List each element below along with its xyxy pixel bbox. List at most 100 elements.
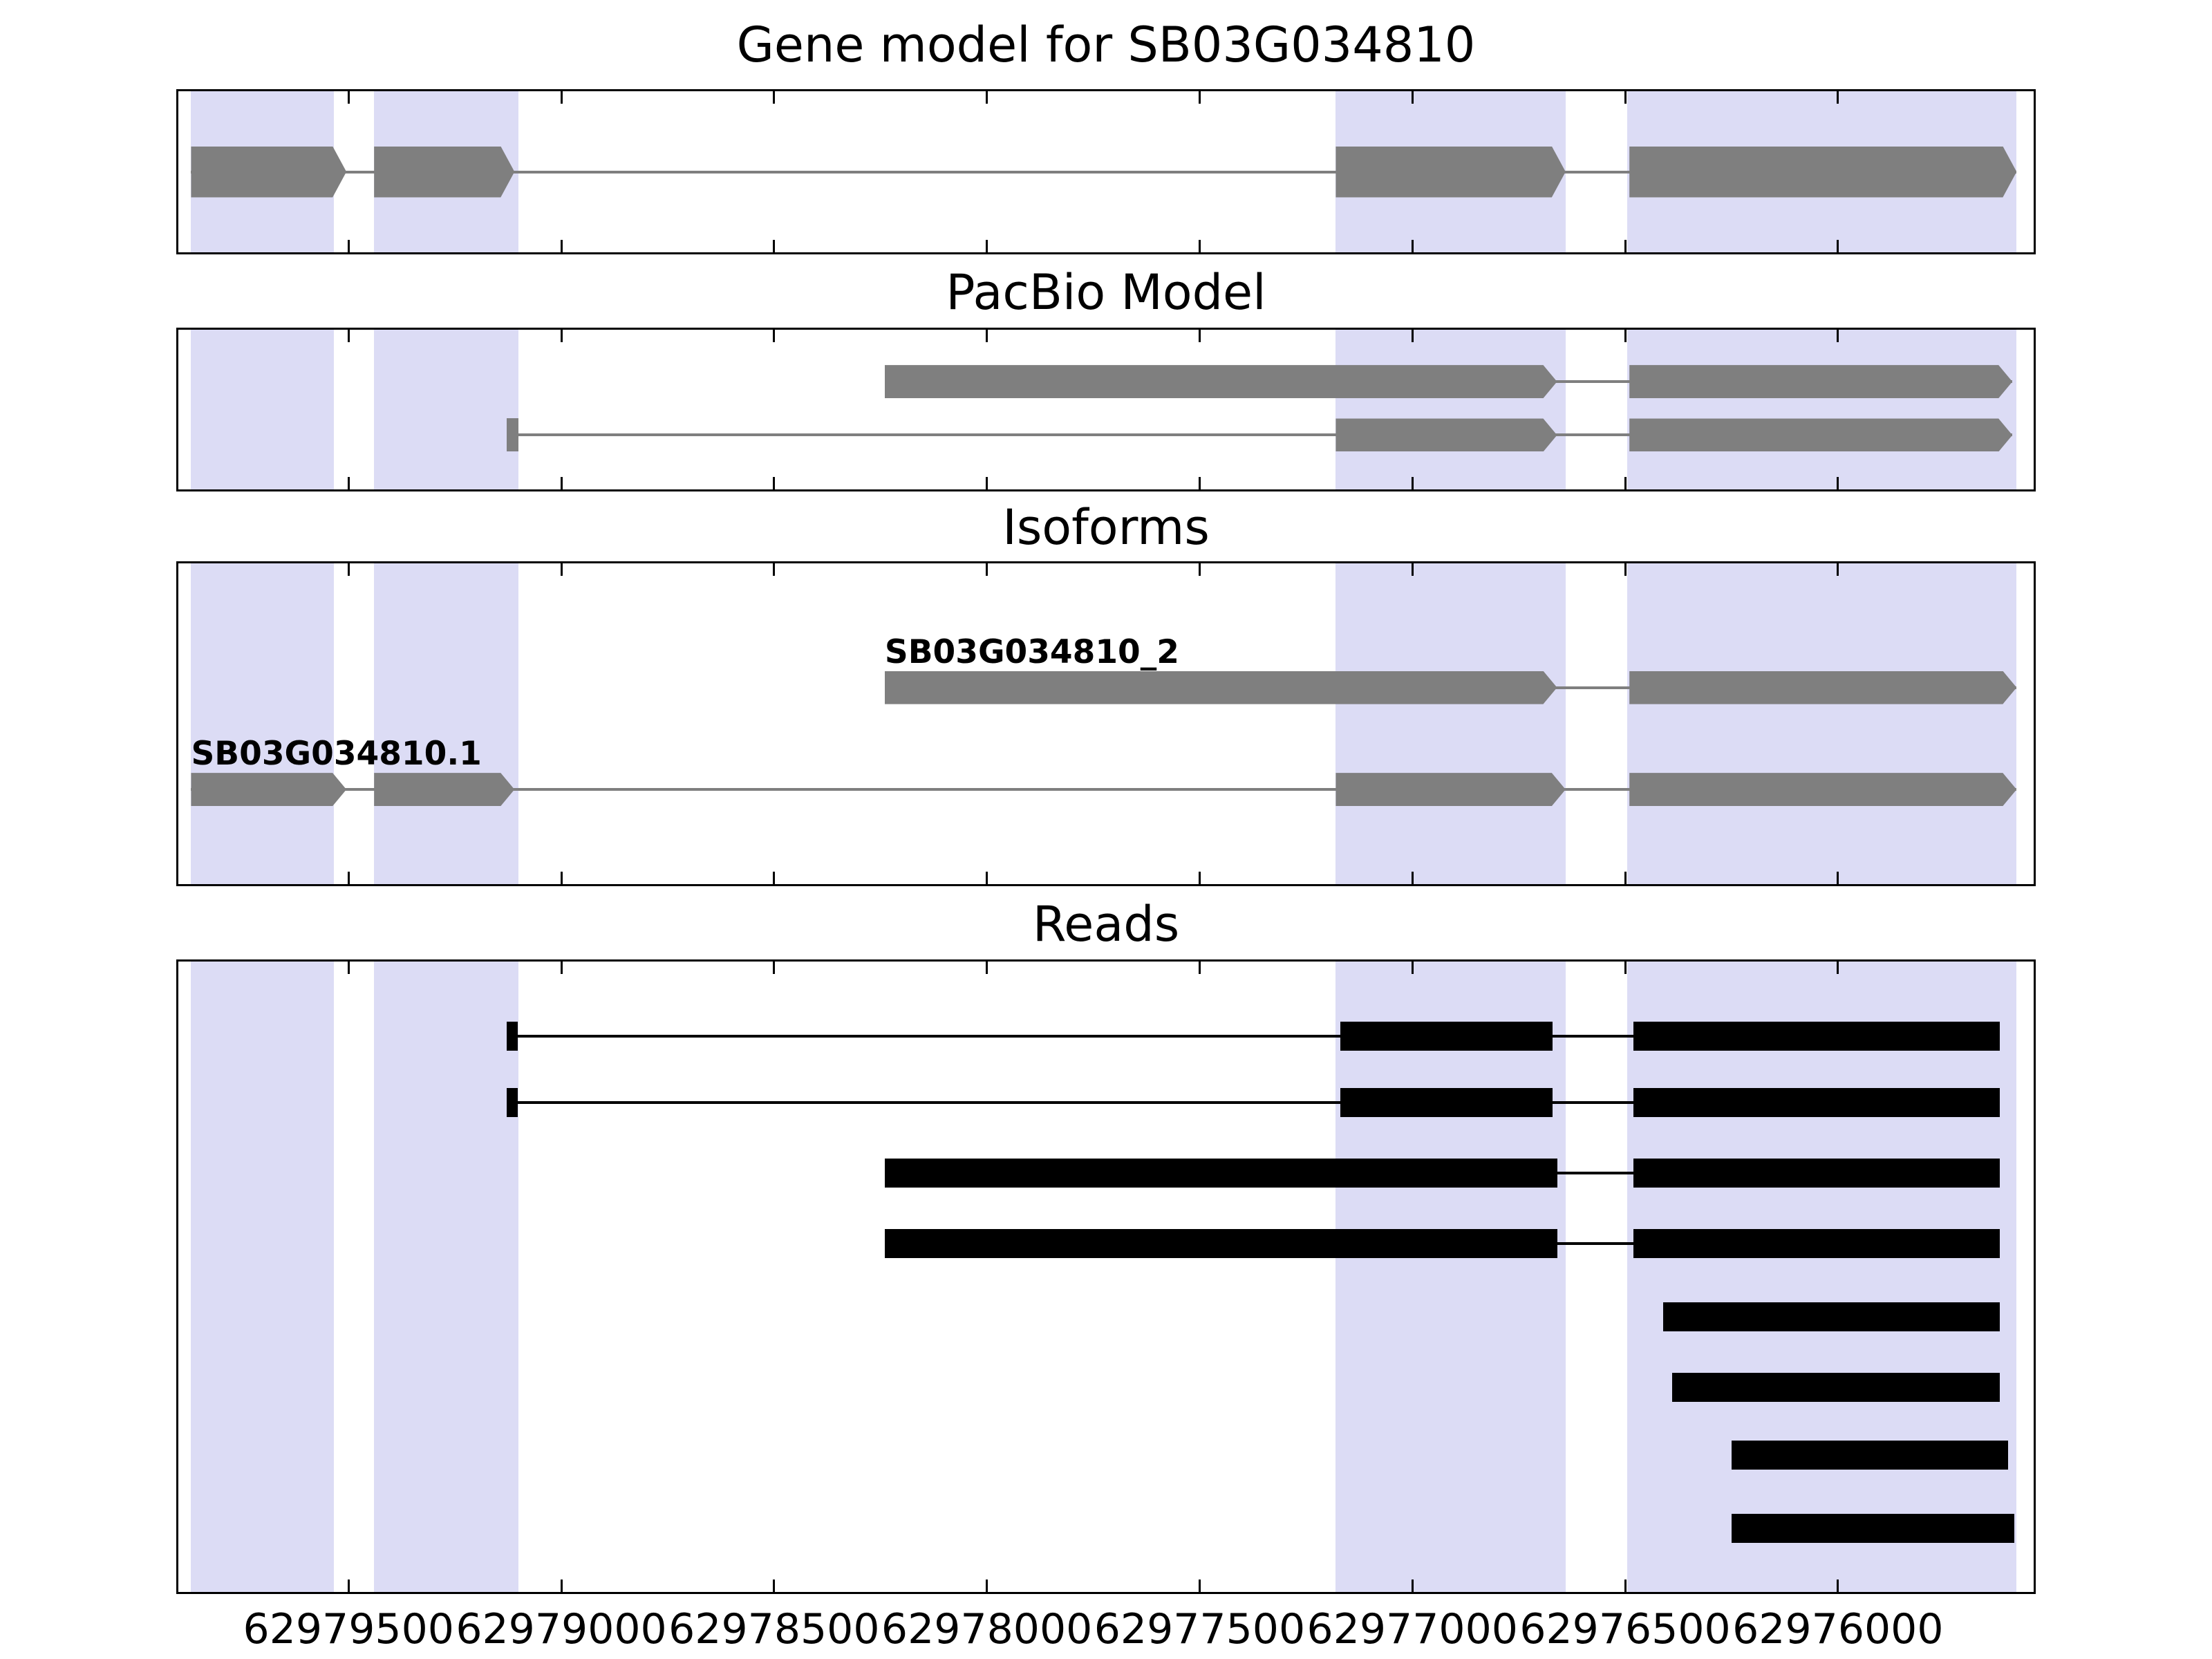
x-tick-label: 62976000: [1732, 1605, 1944, 1653]
axis-tick: [1624, 1580, 1627, 1592]
axis-tick: [347, 1580, 350, 1592]
axis-tick: [1837, 872, 1839, 884]
reads-panel: [176, 959, 2036, 1594]
isoforms-panel: SB03G034810_2 SB03G034810.1: [176, 561, 2036, 886]
axis-tick: [1837, 563, 1839, 576]
read-block: [884, 1228, 1557, 1258]
axis-tick: [1411, 330, 1414, 342]
isoform-label: SB03G034810.1: [191, 735, 482, 774]
axis-tick: [773, 563, 776, 576]
x-axis-tick-labels: 62979500 62979000 62978500 62978000 62977500…: [0, 1605, 2212, 1659]
read-block: [1340, 1088, 1553, 1118]
axis-tick: [773, 91, 776, 104]
intron-line: [191, 170, 2017, 174]
exon-highlight-band: [191, 962, 334, 1592]
exon-block: [1629, 773, 2016, 806]
axis-tick: [1624, 962, 1627, 974]
axis-tick: [1198, 1580, 1201, 1592]
axis-tick: [1624, 872, 1627, 884]
isoforms-panel-title: Isoforms: [1002, 499, 1210, 556]
exon-block: [1335, 147, 1565, 198]
exon-highlight-band: [1335, 330, 1566, 489]
exon-block: [1335, 773, 1565, 806]
read-block: [1731, 1513, 2015, 1543]
axis-tick: [560, 477, 563, 489]
axis-tick: [1837, 91, 1839, 104]
exon-block: [1629, 418, 2012, 451]
axis-tick: [1198, 240, 1201, 252]
exon-highlight-band: [374, 962, 519, 1592]
axis-tick: [986, 563, 988, 576]
read-block: [884, 1158, 1557, 1188]
exon-highlight-band: [191, 563, 334, 884]
axis-tick: [986, 962, 988, 974]
axis-tick: [347, 330, 350, 342]
axis-tick: [1411, 962, 1414, 974]
axis-tick: [560, 872, 563, 884]
exon-block: [507, 418, 519, 452]
axis-tick: [773, 962, 776, 974]
gene-model-panel-title: Gene model for SB03G034810: [736, 17, 1476, 73]
exon-highlight-band: [191, 330, 334, 489]
axis-tick: [1198, 962, 1201, 974]
read-block: [1633, 1228, 2000, 1258]
x-tick-label: 62978500: [668, 1605, 880, 1653]
axis-tick: [560, 563, 563, 576]
read-block: [1633, 1021, 2000, 1051]
axis-tick: [560, 962, 563, 974]
axis-tick: [773, 240, 776, 252]
axis-tick: [1198, 330, 1201, 342]
exon-highlight-band: [1627, 330, 2017, 489]
exon-highlight-band: [1627, 563, 2017, 884]
exon-block: [885, 365, 1557, 398]
axis-tick: [560, 330, 563, 342]
axis-tick: [1198, 477, 1201, 489]
axis-tick: [1624, 477, 1627, 489]
intron-line: [507, 433, 2013, 437]
axis-tick: [773, 872, 776, 884]
axis-tick: [560, 240, 563, 252]
x-tick-label: 62977000: [1306, 1605, 1518, 1653]
axis-tick: [986, 240, 988, 252]
axis-tick: [1624, 91, 1627, 104]
exon-block: [374, 773, 514, 806]
axis-tick: [1624, 240, 1627, 252]
axis-tick: [986, 91, 988, 104]
read-block: [1633, 1158, 2000, 1188]
axis-tick: [347, 240, 350, 252]
read-block: [1340, 1021, 1553, 1051]
axis-tick: [1411, 1580, 1414, 1592]
axis-tick: [773, 330, 776, 342]
exon-highlight-band: [1627, 962, 2017, 1592]
read-connector-line: [507, 1034, 2000, 1038]
axis-tick: [1624, 330, 1627, 342]
axis-tick: [347, 91, 350, 104]
exon-block: [374, 147, 514, 198]
exon-block: [191, 147, 346, 198]
read-block: [1663, 1302, 2000, 1332]
x-tick-label: 62979000: [456, 1605, 667, 1653]
axis-tick: [986, 872, 988, 884]
axis-tick: [1411, 872, 1414, 884]
exon-block: [885, 671, 1557, 704]
axis-tick: [1198, 872, 1201, 884]
axis-tick: [986, 477, 988, 489]
x-tick-label: 62978000: [881, 1605, 1093, 1653]
axis-tick: [986, 330, 988, 342]
read-connector-line: [507, 1101, 2000, 1105]
axis-tick: [1837, 330, 1839, 342]
pacbio-panel-title: PacBio Model: [946, 264, 1266, 321]
axis-tick: [773, 477, 776, 489]
exon-highlight-band: [1335, 962, 1566, 1592]
axis-tick: [1624, 563, 1627, 576]
read-block: [507, 1021, 518, 1051]
axis-tick: [347, 477, 350, 489]
exon-block: [1629, 671, 2016, 704]
axis-tick: [1837, 962, 1839, 974]
exon-block: [1629, 365, 2012, 398]
intron-line: [191, 788, 2017, 791]
axis-tick: [986, 1580, 988, 1592]
isoform-label: SB03G034810_2: [884, 632, 1179, 671]
exon-block: [191, 773, 346, 806]
